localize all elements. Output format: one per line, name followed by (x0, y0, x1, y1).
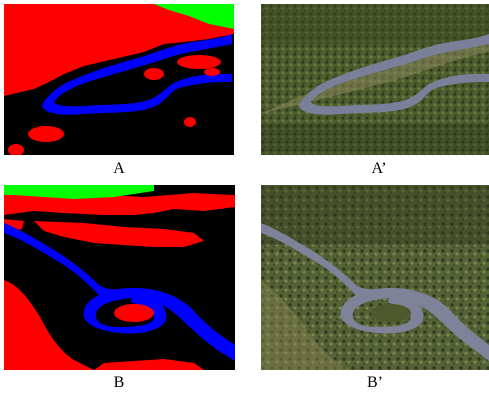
caption-a: A (113, 160, 125, 177)
segmentation-map-b (4, 185, 235, 370)
caption-b: B (113, 374, 125, 391)
aerial-photo-a-prime (261, 4, 489, 155)
caption-b-prime: B’ (367, 374, 383, 391)
aerial-photo-b-prime (261, 185, 489, 370)
caption-a-prime: A’ (371, 160, 387, 177)
segmentation-map-a (4, 4, 234, 155)
